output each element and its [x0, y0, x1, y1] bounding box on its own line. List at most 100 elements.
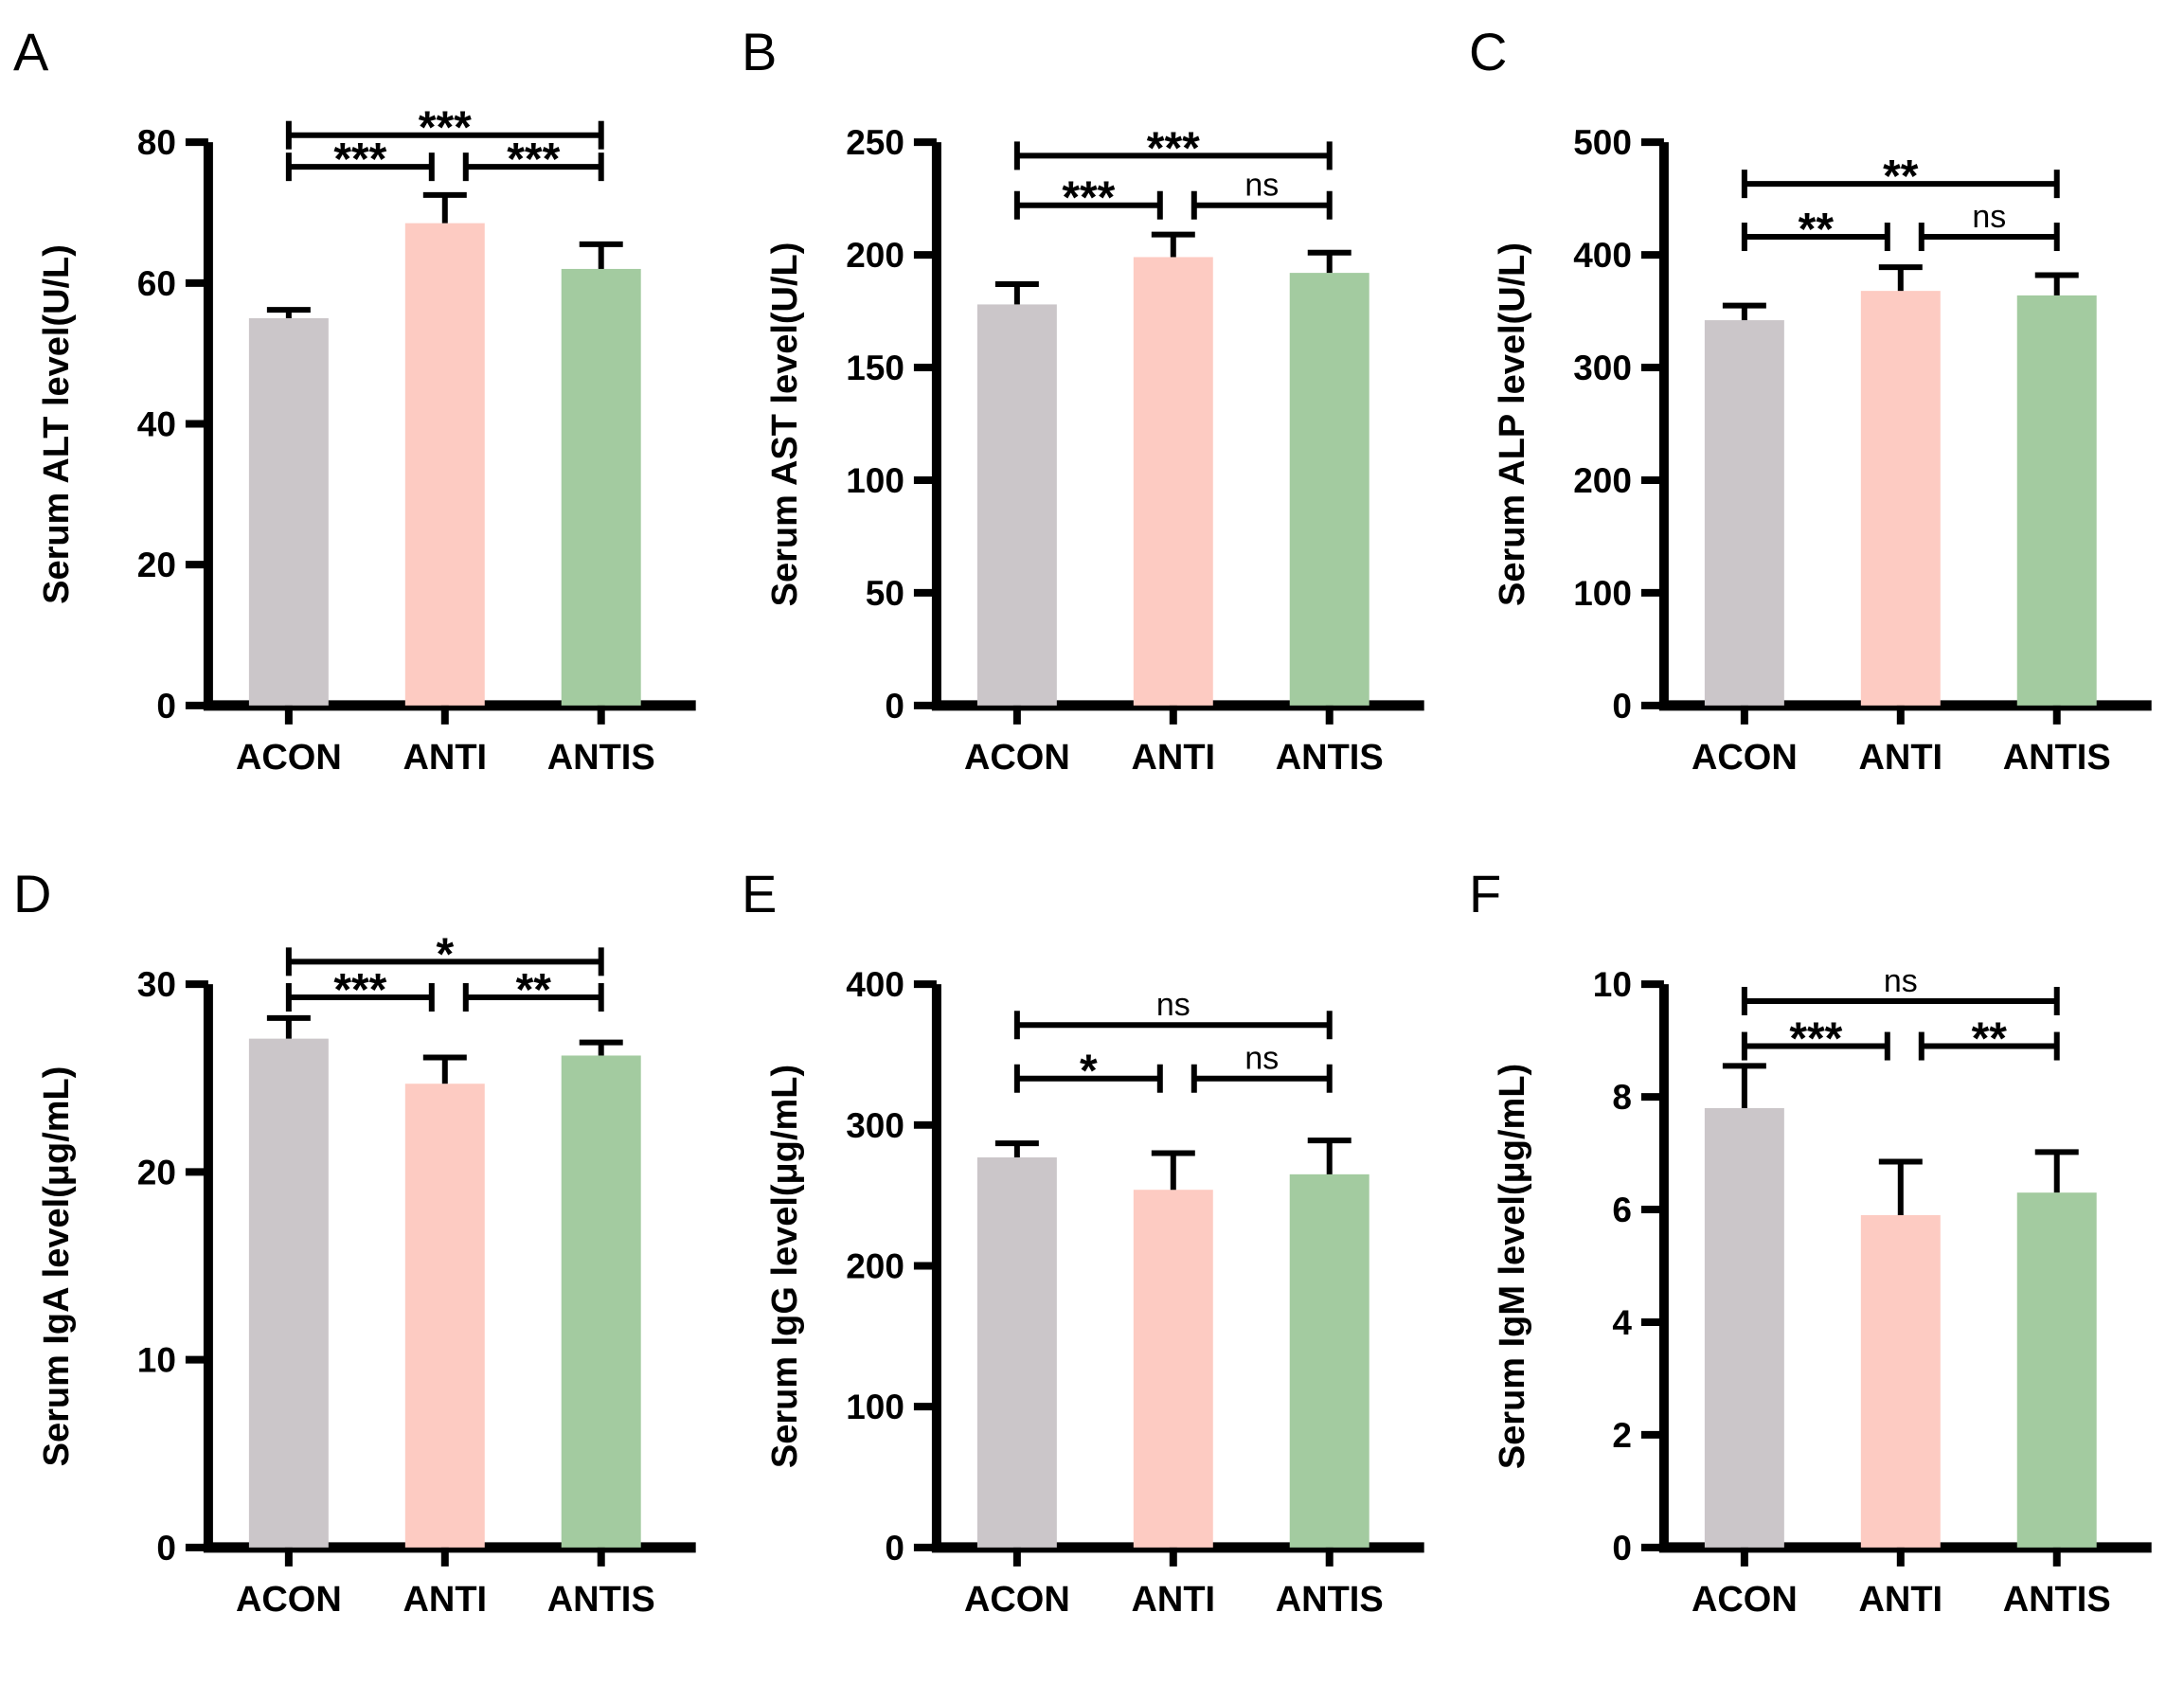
panel-B-chart: B Serum AST level(U/L) 0 50 100 150 200 250 ACON… [742, 22, 1424, 778]
y-tick-label: 50 [865, 574, 904, 613]
bar-antis [561, 268, 641, 706]
panel-E-chart: E Serum IgG level(μg/mL) 0 100 200 300 400 ACON… [742, 864, 1424, 1620]
y-tick-label: 20 [137, 546, 176, 584]
x-category-label: ANTI [1859, 738, 1943, 778]
x-category-label: ANTI [403, 738, 487, 778]
y-axis-title: Serum ALT level(U/L) [37, 244, 77, 604]
significance-label: ** [1799, 205, 1835, 255]
significance-label: * [1080, 1047, 1098, 1097]
y-tick-label: 60 [137, 264, 176, 303]
y-tick-label: 200 [1574, 461, 1633, 500]
panel-letter: B [742, 22, 777, 81]
bar-acon [248, 317, 329, 706]
y-tick-label: 10 [137, 1341, 176, 1380]
significance-label: *** [1062, 173, 1115, 224]
panel-F: F Serum IgM level(μg/mL) 0 2 4 6 8 10 ACON ANTI AN… [1456, 842, 2184, 1684]
y-tick-label: 0 [156, 1529, 176, 1568]
y-tick-label: 0 [1613, 687, 1633, 726]
y-tick-label: 400 [846, 965, 904, 1004]
bar-antis [2017, 1192, 2098, 1548]
y-tick-label: 150 [846, 349, 904, 387]
significance-label: ** [516, 965, 552, 1015]
panel-letter: A [13, 22, 49, 81]
panel-letter: F [1469, 864, 1501, 923]
bar-antis [561, 1055, 641, 1548]
panel-D: D Serum IgA level(μg/mL) 0 10 20 30 ACON ANTI AN… [0, 842, 728, 1684]
y-tick-label: 2 [1613, 1416, 1633, 1455]
bar-acon [976, 304, 1057, 706]
y-tick-label: 10 [1593, 965, 1632, 1004]
y-tick-label: 300 [1574, 349, 1633, 387]
y-tick-label: 80 [137, 123, 176, 162]
panel-B: B Serum AST level(U/L) 0 50 100 150 200 250 ACON… [728, 0, 1457, 842]
y-tick-label: 0 [885, 1529, 904, 1568]
bar-acon [1705, 320, 1785, 706]
panel-letter: D [13, 864, 51, 923]
y-tick-label: 100 [846, 461, 904, 500]
x-category-label: ANTIS [547, 738, 655, 778]
significance-label: * [436, 929, 454, 979]
y-tick-label: 400 [1574, 236, 1633, 275]
x-category-label: ANTIS [547, 1580, 655, 1620]
significance-label: ** [1972, 1014, 2008, 1065]
y-tick-label: 6 [1613, 1191, 1633, 1229]
x-category-label: ANTIS [2003, 738, 2111, 778]
x-category-label: ACON [236, 738, 342, 778]
panel-D-chart: D Serum IgA level(μg/mL) 0 10 20 30 ACON ANTI AN… [13, 864, 696, 1620]
panel-A: A Serum ALT level(U/L) 0 20 40 60 80 ACON ANTI AN… [0, 0, 728, 842]
y-tick-label: 0 [885, 687, 904, 726]
y-tick-label: 200 [846, 236, 904, 275]
x-category-label: ANTI [1131, 1580, 1215, 1620]
x-category-label: ACON [1692, 738, 1798, 778]
panel-A-chart: A Serum ALT level(U/L) 0 20 40 60 80 ACON ANTI AN… [13, 22, 696, 778]
panel-letter: E [742, 864, 777, 923]
significance-label: *** [1790, 1014, 1843, 1065]
y-axis-title: Serum IgG level(μg/mL) [765, 1065, 805, 1468]
y-tick-label: 30 [137, 965, 176, 1004]
significance-label: ns [1156, 987, 1190, 1023]
x-category-label: ANTIS [1275, 1580, 1383, 1620]
y-tick-label: 100 [1574, 574, 1633, 613]
x-category-label: ANTI [1859, 1580, 1943, 1620]
bar-antis [1289, 1173, 1369, 1548]
y-tick-label: 250 [846, 123, 904, 162]
bar-anti [1133, 257, 1213, 706]
y-tick-label: 8 [1613, 1078, 1633, 1117]
significance-label: *** [333, 134, 386, 185]
bar-anti [404, 1084, 485, 1548]
bar-acon [1705, 1107, 1785, 1548]
panel-F-chart: F Serum IgM level(μg/mL) 0 2 4 6 8 10 ACON ANTI AN… [1469, 864, 2153, 1620]
x-category-label: ACON [1692, 1580, 1798, 1620]
panel-C: C Serum ALP level(U/L) 0 100 200 300 400 500 ACO… [1456, 0, 2184, 842]
significance-label: ns [1884, 963, 1918, 999]
significance-label: *** [507, 134, 560, 185]
panel-C-chart: C Serum ALP level(U/L) 0 100 200 300 400 500 ACO… [1469, 22, 2153, 778]
x-category-label: ACON [964, 1580, 1070, 1620]
bar-anti [404, 223, 485, 706]
y-tick-label: 200 [846, 1246, 904, 1285]
y-tick-label: 20 [137, 1153, 176, 1191]
significance-label: ** [1883, 152, 1919, 202]
significance-label: *** [419, 103, 472, 153]
significance-label: ns [1973, 199, 2007, 235]
y-axis-title: Serum IgA level(μg/mL) [37, 1066, 77, 1467]
significance-label: *** [1146, 123, 1199, 173]
bar-acon [248, 1038, 329, 1548]
y-tick-label: 40 [137, 404, 176, 443]
x-category-label: ANTI [1131, 738, 1215, 778]
y-tick-label: 0 [1613, 1529, 1633, 1568]
panel-letter: C [1469, 22, 1507, 81]
bar-anti [1861, 291, 1942, 706]
bar-anti [1861, 1214, 1942, 1548]
x-category-label: ACON [964, 738, 1070, 778]
bar-acon [976, 1157, 1057, 1548]
y-tick-label: 500 [1574, 123, 1633, 162]
bar-anti [1133, 1190, 1213, 1548]
bar-antis [1289, 273, 1369, 706]
y-tick-label: 0 [156, 687, 176, 726]
x-category-label: ANTI [403, 1580, 487, 1620]
bar-antis [2017, 295, 2098, 706]
y-axis-title: Serum AST level(U/L) [765, 242, 805, 607]
y-tick-label: 300 [846, 1106, 904, 1145]
